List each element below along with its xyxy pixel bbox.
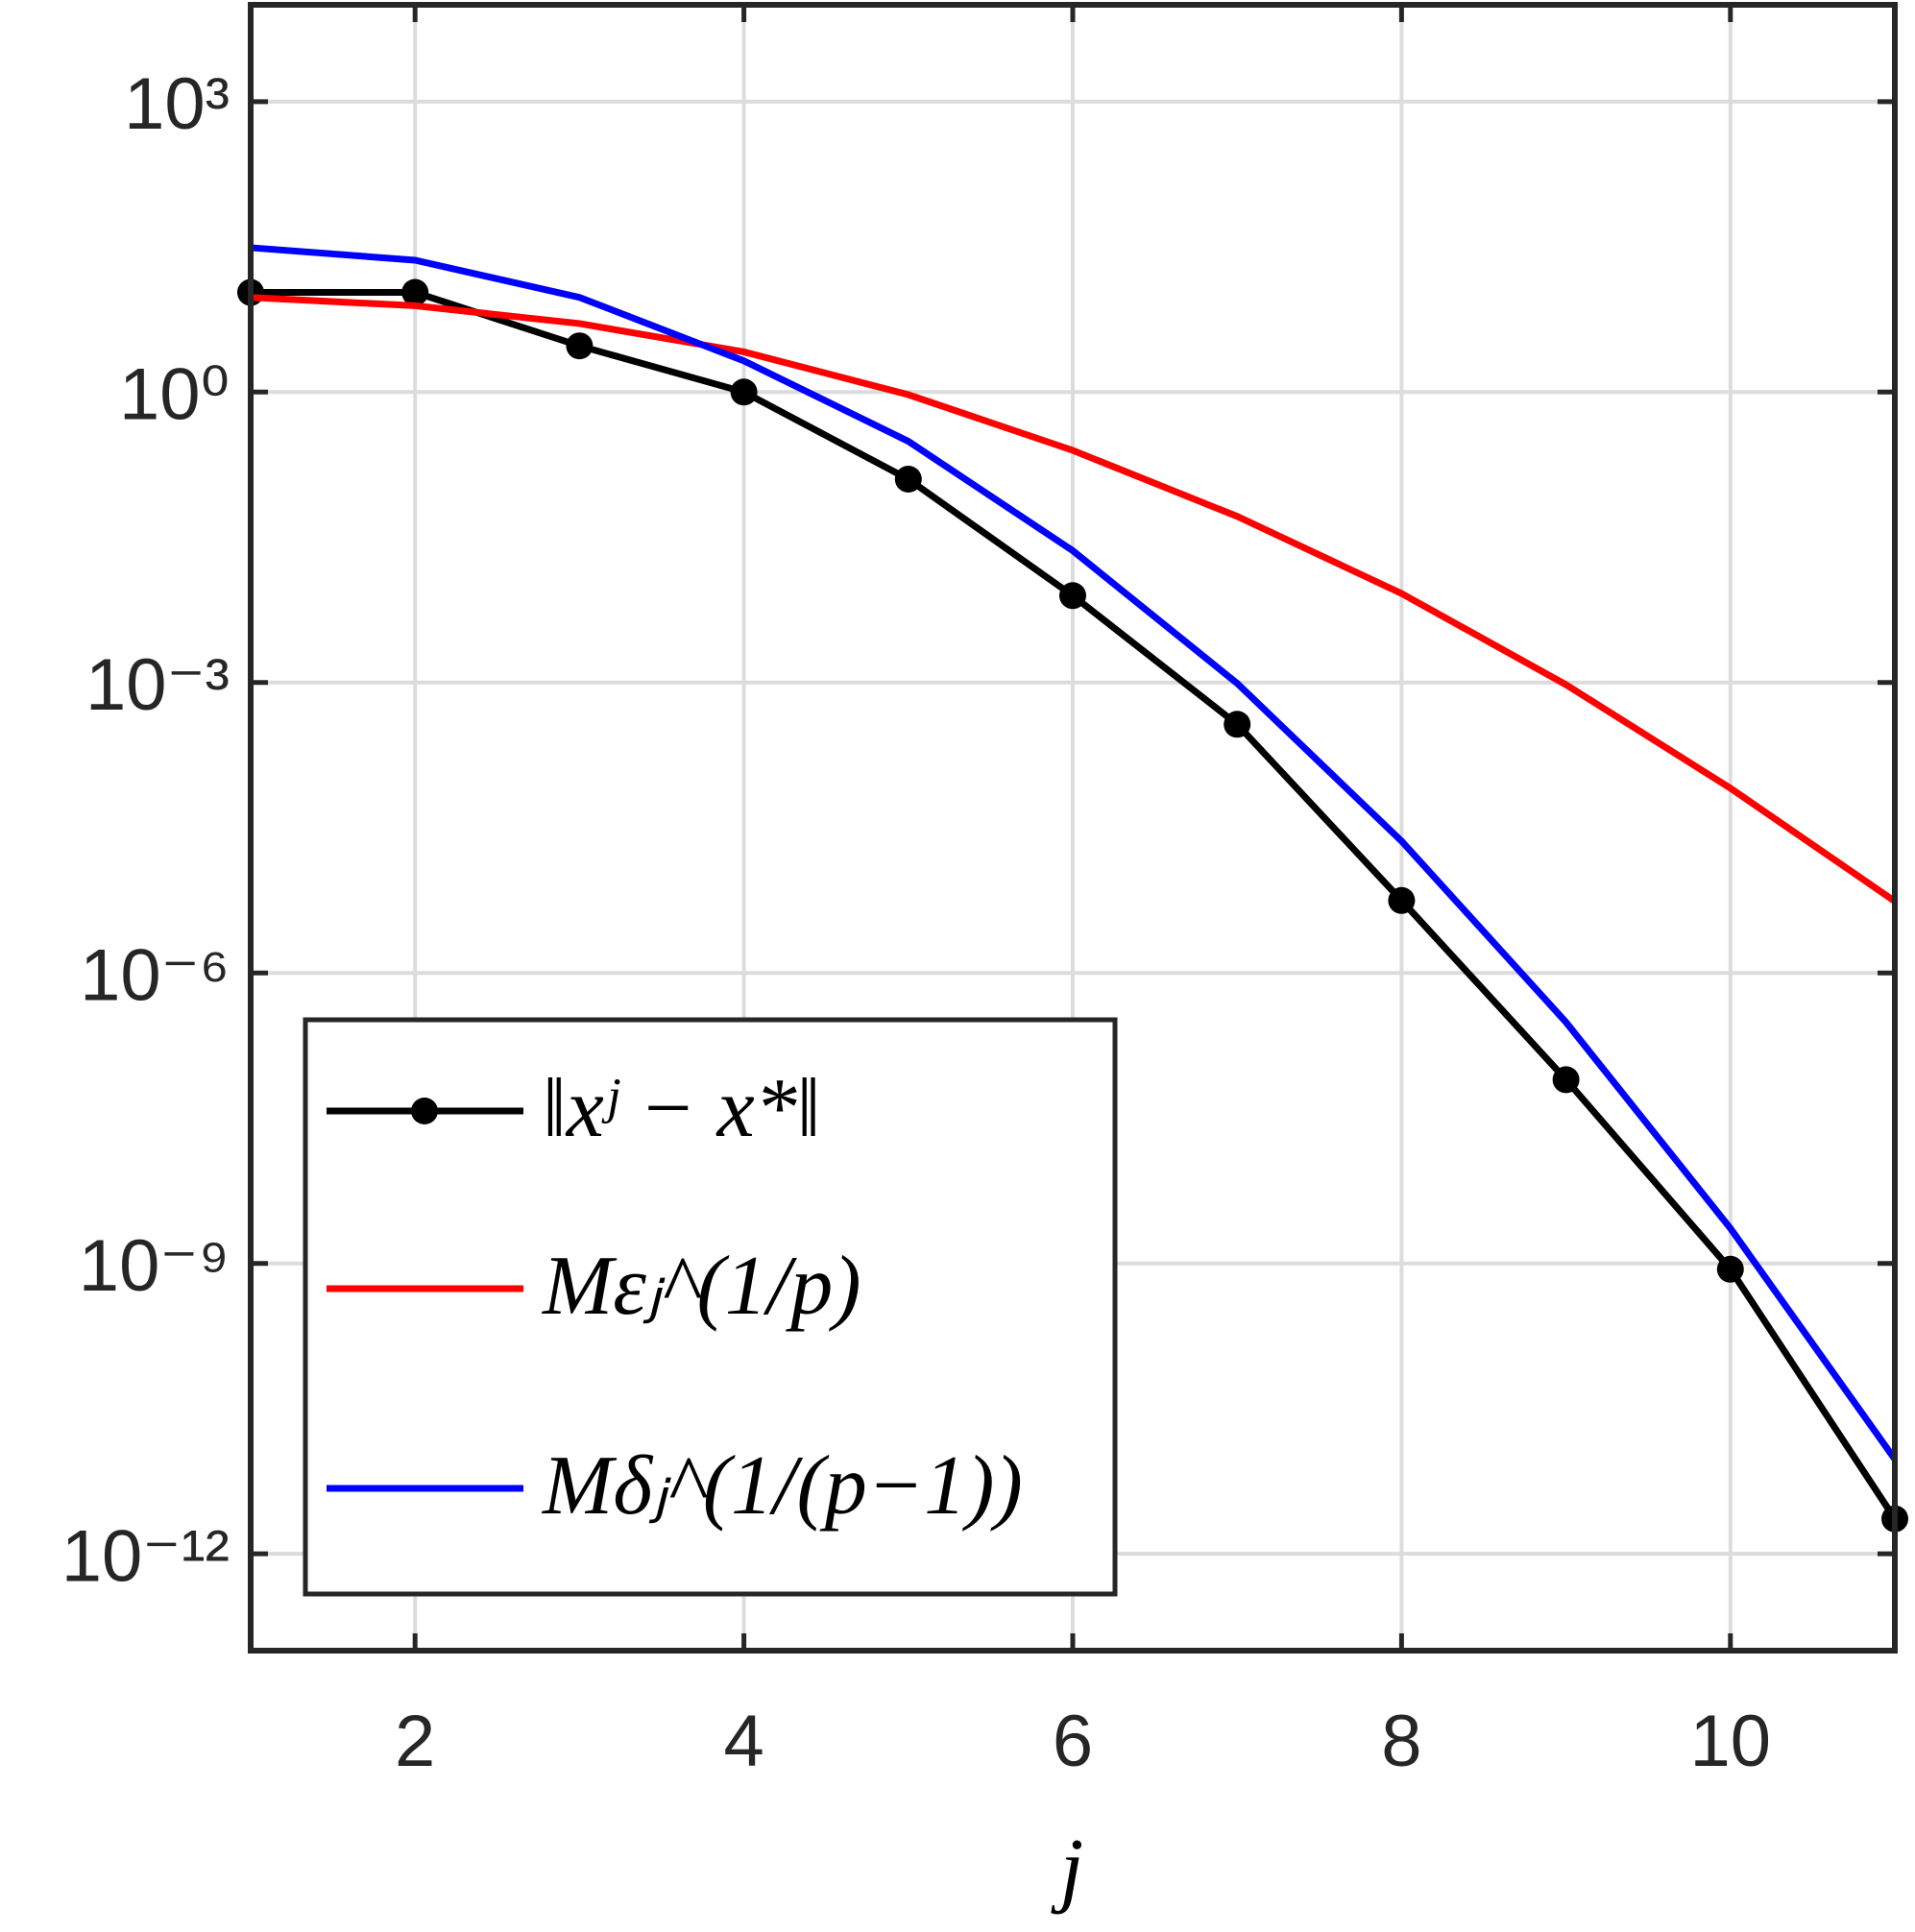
x-tick-label: 6 (1053, 1701, 1093, 1782)
data-point (1716, 1255, 1744, 1283)
legend-box (303, 1017, 1118, 1597)
x-tick-label: 2 (395, 1701, 435, 1782)
x-tick-label: 4 (723, 1701, 764, 1782)
data-point (1552, 1066, 1580, 1094)
series-line (250, 294, 1897, 905)
y-tick-label: 10⁰ (119, 353, 230, 435)
x-axis-label: j (1051, 1823, 1083, 1916)
data-point (730, 378, 758, 406)
data-point (1059, 582, 1086, 610)
data-point (1388, 886, 1416, 914)
y-tick-label: 10⁻³ (85, 644, 230, 726)
data-point (401, 278, 429, 306)
legend-label: Mεⱼ^(1/p) (541, 1240, 861, 1333)
plot-frame (248, 2, 1898, 1654)
legend-label: Mδⱼ^(1/(p−1)) (541, 1439, 1023, 1533)
data-point (566, 332, 594, 360)
legend-label: ‖xʲ − x*‖ (543, 1062, 820, 1155)
x-tick-label: 10 (1690, 1701, 1772, 1782)
y-tick-label: 10⁻⁹ (79, 1225, 230, 1307)
data-point (1224, 711, 1251, 738)
y-tick-label: 10⁻¹² (61, 1515, 230, 1597)
y-tick-label: 10³ (124, 63, 230, 145)
legend: ‖xʲ − x*‖ Mεⱼ^(1/p) Mδⱼ^(1/(p−1)) (303, 1017, 1118, 1597)
x-tick-label: 8 (1381, 1701, 1421, 1782)
y-tick-label: 10⁻⁶ (80, 934, 230, 1016)
data-point (894, 465, 922, 493)
legend-marker (411, 1098, 438, 1124)
series-line (250, 244, 1898, 1461)
